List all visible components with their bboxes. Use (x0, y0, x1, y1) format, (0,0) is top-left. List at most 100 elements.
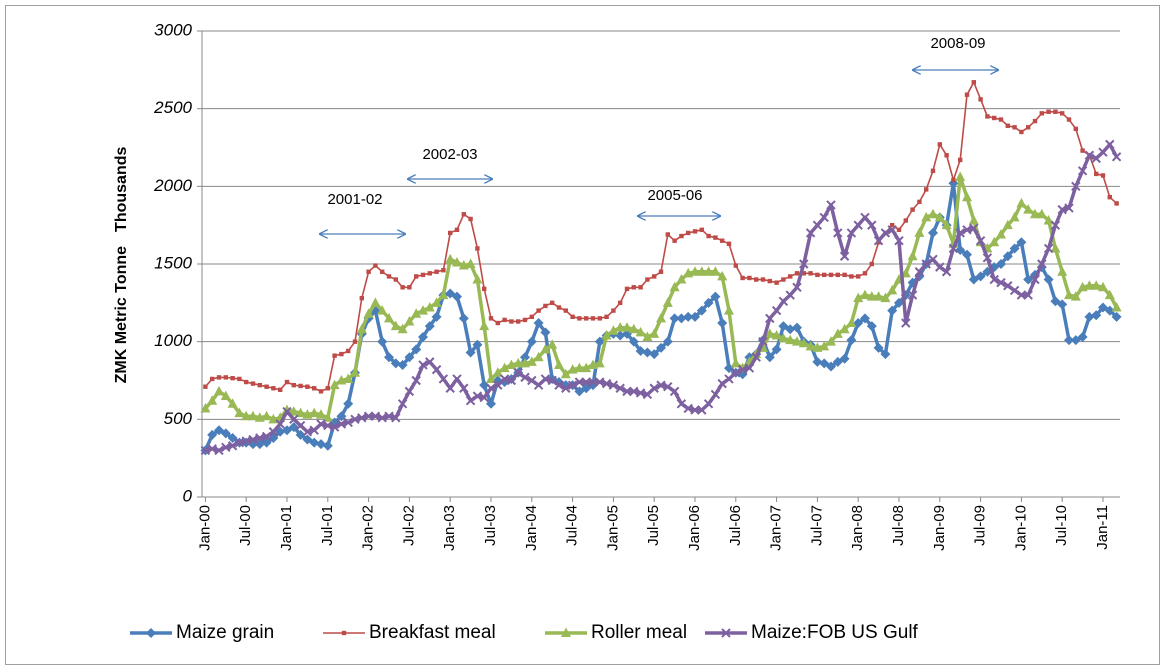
marker-diamond (724, 363, 734, 374)
marker-diamond (962, 249, 972, 260)
marker-square (1012, 125, 1017, 130)
legend-label: Breakfast meal (369, 622, 496, 643)
marker-x (397, 399, 408, 409)
marker-square (468, 216, 473, 222)
marker-square (944, 153, 949, 158)
x-tick-label: Jul-05 (645, 505, 662, 546)
marker-triangle (866, 291, 877, 301)
marker-square (1026, 125, 1031, 130)
marker-triangle (282, 404, 292, 415)
marker-triangle (717, 270, 728, 281)
marker-square (563, 308, 568, 313)
x-tick-label: Jan-07 (768, 505, 785, 551)
marker-square (407, 285, 412, 290)
marker-square (584, 316, 589, 321)
marker-triangle (1064, 289, 1074, 300)
marker-triangle (873, 291, 884, 301)
marker-triangle (472, 274, 483, 284)
marker-square (386, 274, 392, 279)
marker-diamond (1016, 237, 1027, 248)
marker-diamond (1057, 299, 1068, 310)
marker-x (601, 378, 612, 389)
marker-x (214, 445, 224, 456)
marker-square (978, 97, 983, 102)
marker-triangle (499, 362, 510, 373)
marker-diamond (690, 311, 700, 322)
marker-square (400, 285, 405, 290)
marker-square (890, 222, 895, 228)
marker-diamond (377, 336, 388, 347)
marker-square (305, 384, 310, 389)
marker-x (771, 305, 782, 316)
marker-square (203, 384, 208, 389)
marker-x (227, 441, 238, 451)
marker-triangle (785, 334, 796, 345)
marker-square (264, 384, 269, 389)
marker-x (683, 403, 693, 414)
marker-square (754, 277, 759, 282)
marker-x (431, 364, 442, 375)
marker-square (380, 269, 385, 274)
marker-triangle (907, 250, 918, 261)
marker-diamond (309, 437, 320, 448)
marker-x (867, 220, 877, 230)
marker-square (1114, 201, 1119, 206)
marker-x (459, 383, 469, 393)
marker-square (332, 353, 337, 358)
marker-x (418, 360, 428, 370)
marker-square (1080, 148, 1085, 153)
marker-diamond (880, 349, 891, 360)
marker-triangle (411, 308, 422, 318)
marker-x (710, 389, 721, 400)
marker-square (618, 300, 623, 306)
marker-triangle (601, 329, 612, 340)
marker-square (1107, 195, 1112, 200)
marker-x (221, 442, 231, 453)
marker-triangle (628, 323, 639, 334)
marker-square (393, 277, 398, 282)
x-tick-label: Jul-09 (972, 505, 989, 546)
marker-x (384, 411, 394, 421)
marker-triangle (887, 284, 898, 295)
marker-x (1003, 281, 1013, 291)
marker-x (445, 383, 455, 393)
marker-diamond (975, 271, 986, 282)
marker-triangle (1111, 301, 1122, 312)
marker-triangle (526, 356, 537, 366)
marker-x (669, 386, 680, 397)
marker-x (554, 380, 564, 390)
marker-x (792, 282, 802, 293)
marker-triangle (316, 409, 326, 419)
marker-x (248, 434, 258, 445)
marker-diamond (336, 411, 347, 422)
marker-x (887, 225, 897, 235)
marker-x (1084, 150, 1095, 160)
marker-x (1111, 152, 1122, 162)
x-tick-label: Jan-02 (360, 505, 377, 551)
marker-x (907, 290, 918, 300)
marker-triangle (547, 339, 558, 349)
marker-square (210, 376, 215, 382)
x-tick-label: Jan-03 (441, 505, 458, 551)
marker-x (737, 364, 748, 375)
marker-diamond (683, 311, 694, 322)
marker-square (652, 274, 657, 279)
legend-item: Breakfast meal (323, 622, 496, 643)
marker-diamond (717, 318, 728, 329)
marker-square (1032, 118, 1038, 124)
marker-x (547, 375, 557, 386)
marker-x (241, 436, 251, 446)
marker-x (989, 274, 999, 285)
marker-diamond (207, 429, 218, 440)
marker-square (414, 274, 419, 279)
marker-diamond (866, 321, 877, 332)
marker-x (805, 228, 816, 238)
marker-square (237, 376, 242, 382)
marker-x (948, 243, 959, 254)
marker-diamond (628, 336, 639, 347)
marker-x (721, 628, 731, 638)
marker-x (928, 254, 938, 265)
marker-x (520, 372, 530, 383)
marker-diamond (452, 291, 462, 302)
marker-triangle (764, 328, 775, 338)
